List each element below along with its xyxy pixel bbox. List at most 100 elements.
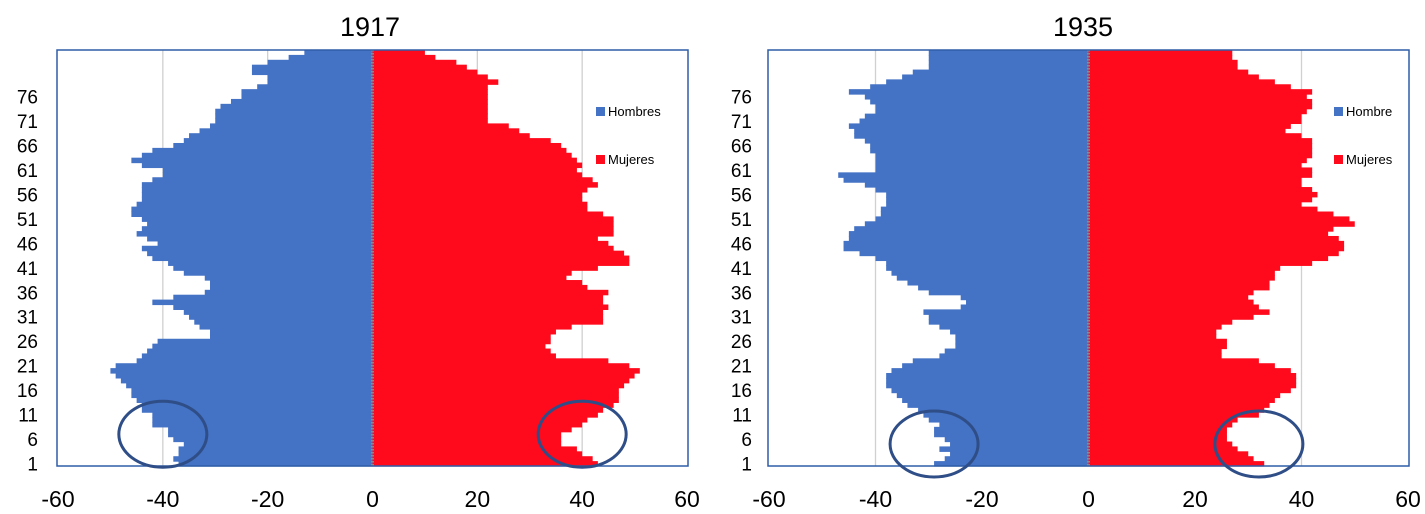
x-tick-label: 60: [674, 486, 700, 509]
bar-women: [372, 50, 425, 56]
x-tick-label: 20: [1182, 486, 1208, 509]
bar-men: [923, 309, 1089, 315]
annotation-ellipse: [888, 409, 980, 479]
bar-women: [372, 142, 562, 149]
x-tick-label: 20: [465, 486, 491, 509]
bar-women: [372, 196, 583, 203]
bar-men: [944, 456, 1089, 462]
bar-women: [372, 255, 630, 262]
bar-men: [141, 216, 373, 222]
bar-men: [848, 89, 1089, 95]
bar-women: [372, 231, 614, 237]
bar-men: [864, 94, 1089, 100]
bar-men: [173, 294, 373, 301]
bar-women: [1088, 74, 1259, 80]
bar-men: [204, 275, 373, 281]
bar-men: [859, 118, 1089, 125]
y-tick-label: 71: [17, 112, 38, 133]
bar-women: [372, 358, 609, 364]
x-tick-label: 60: [1395, 486, 1421, 509]
bars-group: [838, 50, 1355, 467]
bar-women: [372, 177, 593, 183]
bar-men: [152, 147, 373, 154]
bar-women: [372, 94, 488, 100]
bar-men: [215, 113, 373, 120]
bar-men: [251, 69, 373, 76]
bar-women: [1088, 152, 1313, 159]
bar-women: [372, 226, 614, 232]
bar-men: [870, 142, 1089, 149]
x-tick-label: 40: [569, 486, 595, 509]
bar-women: [372, 133, 530, 139]
bar-men: [854, 226, 1089, 232]
bar-men: [115, 363, 373, 369]
bar-men: [173, 456, 373, 462]
bar-men: [886, 79, 1089, 85]
chart-title: 1917: [340, 12, 400, 42]
bar-women: [372, 299, 604, 306]
bar-women: [1088, 211, 1334, 217]
bar-men: [870, 84, 1089, 90]
bar-women: [1088, 373, 1297, 379]
bar-men: [131, 211, 373, 217]
bar-women: [1088, 118, 1302, 125]
bar-women: [372, 363, 630, 369]
bar-men: [864, 182, 1089, 188]
bar-women: [1088, 206, 1318, 213]
bar-women: [1088, 328, 1217, 335]
bar-women: [372, 147, 567, 154]
annotation-ellipse: [536, 399, 628, 469]
annotation-ellipse: [117, 399, 209, 469]
bar-men: [848, 231, 1089, 237]
bar-men: [147, 235, 373, 242]
bar-women: [1088, 103, 1313, 110]
bar-men: [848, 235, 1089, 242]
bar-men: [152, 177, 373, 183]
x-tick-label: -20: [965, 486, 998, 509]
bar-women: [372, 216, 614, 222]
bar-women: [372, 446, 577, 452]
bar-women: [372, 123, 509, 129]
bar-women: [1088, 260, 1313, 266]
bar-women: [372, 421, 583, 428]
y-tick-label: 46: [731, 234, 752, 255]
bar-women: [1088, 392, 1281, 399]
bar-women: [1088, 397, 1275, 403]
bar-women: [1088, 324, 1222, 330]
bar-men: [131, 392, 373, 399]
bar-women: [372, 69, 478, 76]
bar-men: [939, 446, 1089, 452]
plot-frame: [56, 49, 689, 467]
bar-women: [1088, 98, 1313, 105]
bar-men: [210, 333, 373, 340]
bar-women: [1088, 387, 1291, 394]
bar-women: [1088, 265, 1281, 271]
bar-women: [372, 309, 604, 315]
bar-men: [870, 98, 1089, 105]
bar-men: [955, 338, 1089, 345]
bar-women: [372, 182, 598, 188]
bar-women: [1088, 421, 1233, 428]
bar-men: [896, 275, 1089, 281]
bar-men: [210, 284, 373, 291]
bar-men: [147, 348, 373, 355]
bar-women: [372, 157, 577, 164]
bar-men: [875, 216, 1089, 222]
bar-women: [1088, 172, 1313, 178]
bar-men: [168, 431, 373, 438]
bar-women: [372, 426, 572, 433]
bar-men: [875, 108, 1089, 115]
bar-men: [304, 50, 373, 56]
bar-women: [1088, 426, 1227, 433]
bar-women: [372, 280, 583, 286]
bar-women: [372, 392, 619, 399]
bar-men: [875, 103, 1089, 110]
bar-women: [1088, 201, 1302, 208]
legend-label: Hombre: [1346, 104, 1392, 119]
bar-women: [372, 152, 572, 159]
bar-women: [1088, 441, 1233, 448]
bar-men: [126, 382, 373, 389]
bar-men: [843, 177, 1089, 183]
bar-women: [1088, 280, 1270, 286]
bar-men: [843, 245, 1089, 252]
